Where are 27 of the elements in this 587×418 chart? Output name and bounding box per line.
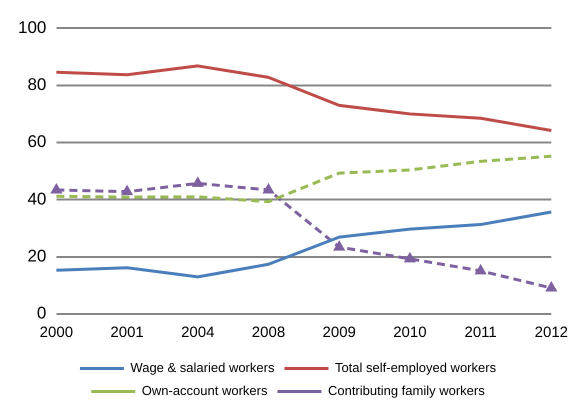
point: [474, 264, 486, 274]
y-tick-label: 100: [18, 18, 46, 37]
point: [50, 183, 62, 194]
legend-label: Own-account workers: [142, 383, 268, 398]
point: [546, 281, 558, 292]
point: [262, 183, 274, 194]
legend-label: Contributing family workers: [328, 383, 486, 398]
y-tick-label: 80: [27, 75, 46, 94]
point: [404, 252, 416, 262]
x-tick-label: 2004: [181, 324, 214, 342]
x-tick-label: 2010: [393, 324, 427, 342]
y-tick-label: 60: [27, 132, 46, 152]
x-tick-label: 2001: [110, 324, 144, 342]
line-series: [54, 154, 553, 204]
point: [192, 176, 204, 187]
x-tick-label: 2000: [40, 324, 74, 342]
legend-label: Total self-employed workers: [334, 360, 497, 376]
x-tick-label: 2009: [322, 324, 356, 342]
x-tick-label: 2008: [252, 324, 286, 342]
x-tick-label: 2012: [534, 324, 568, 342]
y-tick-label: 0: [36, 304, 46, 323]
y-tick-label: 40: [27, 189, 46, 208]
point: [333, 240, 345, 251]
x-tick-label: 2011: [464, 324, 497, 342]
point: [121, 185, 133, 196]
legend-label: Wage & salaried workers: [130, 360, 275, 376]
y-tick-label: 20: [27, 246, 46, 266]
